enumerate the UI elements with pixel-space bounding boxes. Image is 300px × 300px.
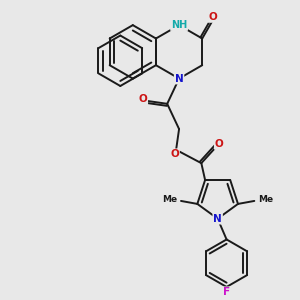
Text: NH: NH [171, 20, 187, 30]
Text: O: O [208, 12, 217, 22]
Text: N: N [213, 214, 222, 224]
Text: Me: Me [162, 195, 177, 204]
Text: N: N [175, 74, 183, 84]
Text: O: O [215, 139, 224, 149]
Text: F: F [223, 287, 230, 297]
Text: O: O [139, 94, 147, 104]
Text: O: O [170, 149, 179, 159]
Text: Me: Me [258, 195, 273, 204]
